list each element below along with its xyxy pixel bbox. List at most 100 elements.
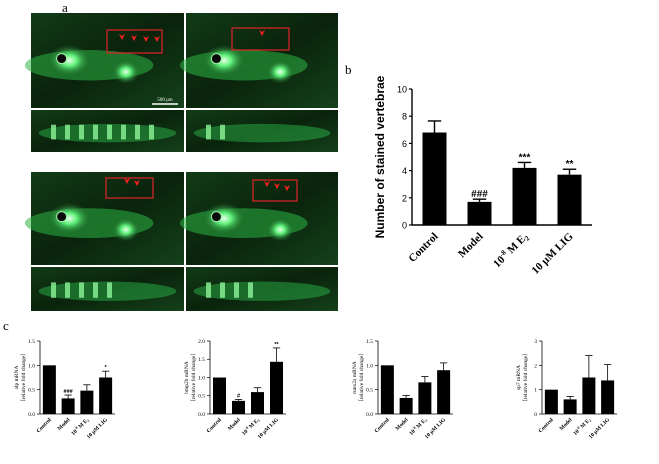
significance-label: ** <box>274 342 279 348</box>
roi-box <box>106 29 163 54</box>
bar <box>418 382 432 414</box>
stained-vertebra <box>206 124 211 140</box>
y-tick-label: 2 <box>534 363 537 369</box>
bar <box>213 377 226 414</box>
category-label: Control <box>36 417 53 434</box>
stained-vertebra <box>206 282 211 298</box>
bar <box>99 377 113 414</box>
chart-b: 0 2 4 6 8 10 Number of stained vertebrae Contro… <box>373 75 592 277</box>
chart-sp7: 0 1 2 3 sp7 mRNA （relative fold change） Contro… <box>516 339 617 440</box>
y-tick-label: 2.0 <box>198 339 205 345</box>
zoom-image <box>186 267 338 311</box>
panel-label-c: c <box>3 318 9 333</box>
red-arrow <box>264 181 270 187</box>
zoom-tissue <box>193 123 331 143</box>
bar <box>270 361 283 414</box>
y-axis-label-units: （relative fold change） <box>522 350 529 405</box>
stained-vertebra <box>79 124 84 140</box>
stained-vertebra <box>79 282 84 298</box>
fish-head <box>202 44 246 77</box>
fish-yolk <box>266 59 295 84</box>
category-label: 10 μM LIG <box>529 230 575 276</box>
category-label: Model <box>456 231 486 261</box>
y-axis-label-units: （relative fold change） <box>358 350 365 405</box>
significance-label: * <box>105 365 108 371</box>
stained-vertebra <box>121 124 126 140</box>
stained-vertebra <box>93 282 98 298</box>
roi-box <box>252 179 298 202</box>
y-tick-label: 8 <box>402 112 407 122</box>
red-arrow <box>274 183 280 189</box>
stained-vertebra <box>93 124 98 140</box>
category-label: Model <box>227 417 242 432</box>
micrograph-panel: 10-8 M E2 <box>24 161 184 311</box>
micrograph-label: 10-8 M E2 <box>88 161 126 173</box>
bar <box>563 399 577 414</box>
y-tick-label: 1.5 <box>366 339 373 345</box>
chart-bmp2b: 0.0 0.5 1.0 1.5 2.0 bmp2b mRNA （relative fold … <box>184 339 286 440</box>
stained-vertebra <box>51 124 56 140</box>
zoom-image <box>186 110 338 152</box>
red-arrow <box>131 35 137 41</box>
significance-label: ### <box>471 189 488 200</box>
panel-label-a: a <box>62 0 68 15</box>
bar <box>437 370 451 414</box>
y-axis-label-units: （relative fold change） <box>190 350 197 405</box>
red-arrow <box>259 30 265 36</box>
red-arrow <box>143 36 149 42</box>
red-arrow <box>154 36 160 42</box>
micrograph-label: Control <box>92 3 123 14</box>
bar <box>601 380 615 414</box>
micrograph-grid: Control Model 10-8 M E2 10 μM LIG 500 μm <box>24 3 338 311</box>
stained-vertebra <box>149 124 154 140</box>
y-tick-label: 0.5 <box>28 388 35 394</box>
bar <box>512 167 537 225</box>
stained-vertebra <box>234 282 239 298</box>
y-tick-label: 0.0 <box>198 412 205 418</box>
micrograph-label: 10 μM LIG <box>237 161 283 172</box>
category-label: Control <box>206 417 223 434</box>
bar <box>422 132 447 225</box>
y-tick-label: 1 <box>534 388 537 394</box>
scale-bar-label: 500 μm <box>157 98 172 103</box>
bar <box>80 390 94 414</box>
bar <box>232 400 245 414</box>
y-tick-label: 0.0 <box>28 412 35 418</box>
y-tick-label: 3 <box>534 339 537 345</box>
y-tick-label: 0 <box>534 412 537 418</box>
y-tick-label: 1.0 <box>366 363 373 369</box>
stained-vertebra <box>107 282 112 298</box>
y-axis-label-units: （relative fold change） <box>20 350 27 405</box>
y-tick-label: 1.0 <box>28 363 35 369</box>
category-label: Control <box>406 231 440 265</box>
category-label: Model <box>559 417 574 432</box>
roi-box <box>231 27 290 51</box>
category-label: 10 μM LIG <box>86 417 110 441</box>
bar <box>251 392 264 414</box>
roi-box <box>105 177 154 199</box>
fish-yolk <box>111 217 140 242</box>
significance-label: # <box>237 393 240 399</box>
fish-eye <box>210 53 222 65</box>
stained-vertebra <box>65 282 70 298</box>
category-label: 10 μM LIG <box>424 417 448 441</box>
category-label: 10 μM LIG <box>588 417 612 441</box>
panel-label-b: b <box>345 62 352 77</box>
y-tick-label: 10 <box>397 85 407 95</box>
category-label: 10 μM LIG <box>257 417 281 441</box>
y-tick-label: 0.5 <box>198 394 205 400</box>
stained-vertebra <box>107 124 112 140</box>
y-tick-label: 0.0 <box>366 412 373 418</box>
micrograph-panel: 10 μM LIG <box>179 161 338 311</box>
significance-label: ** <box>566 159 574 170</box>
fish-eye <box>56 211 68 223</box>
y-axis-label: Number of stained vertebrae <box>373 75 387 238</box>
y-axis-label: runx2a mRNA <box>352 361 358 394</box>
bar <box>544 389 558 414</box>
micrograph-label: Model <box>247 3 273 14</box>
y-tick-label: 1.5 <box>28 339 35 345</box>
stained-vertebra <box>65 124 70 140</box>
y-axis-label: bmp2b mRNA <box>184 361 190 394</box>
